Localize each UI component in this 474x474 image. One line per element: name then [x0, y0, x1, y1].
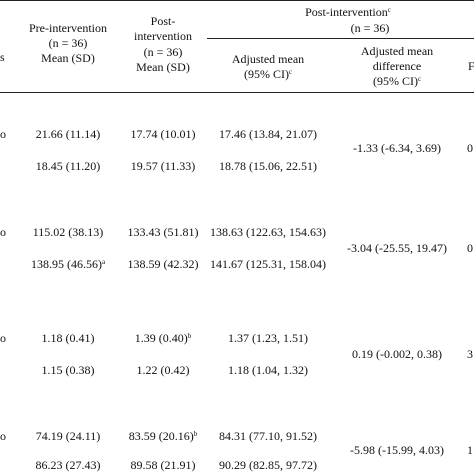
cell-post: 83.59 (20.16)b: [129, 429, 198, 443]
cell-value: 1.39 (0.40): [134, 331, 188, 345]
edge-cell: 0: [467, 141, 473, 155]
header-post-line1: Post-: [150, 14, 176, 28]
cell-adjusted-difference: 0.19 (-0.002, 0.38): [352, 347, 442, 361]
left-marker: o: [0, 127, 6, 141]
cell-pre: 138.95 (46.56)a: [31, 257, 105, 271]
footnote-marker: c: [417, 75, 422, 83]
header-pre-line1: Pre-intervention: [29, 21, 107, 35]
edge-cell: 3: [467, 347, 473, 361]
cell-pre: 74.19 (24.11): [36, 429, 101, 443]
header-edge-column: F: [468, 59, 474, 73]
cell-post: 17.74 (10.01): [131, 127, 196, 141]
header-post-line4: Mean (SD): [136, 60, 190, 74]
header-adjusted-diff-line2: difference: [372, 59, 422, 73]
cell-value: 86.23 (27.43): [35, 458, 101, 472]
cell-value: 74.19 (24.11): [35, 429, 101, 443]
cell-post: 1.22 (0.42): [137, 363, 190, 377]
cell-adjusted-mean: 18.78 (15.06, 22.51): [219, 159, 317, 173]
cell-value: 138.59 (42.32): [127, 257, 199, 271]
cell-value: 1.22 (0.42): [136, 363, 190, 377]
cell-pre: 1.15 (0.38): [42, 363, 95, 377]
header-adjusted-mean-ci: (95% CI): [243, 67, 289, 81]
cell-value: 133.43 (51.81): [127, 225, 199, 239]
cell-adjusted-mean: 84.31 (77.10, 91.52): [219, 429, 317, 443]
cell-adjusted-mean: 90.29 (82.85, 97.72): [219, 458, 317, 472]
left-marker: o: [0, 225, 6, 239]
top-rule: [0, 0, 474, 1]
footnote-marker: c: [387, 6, 391, 14]
cell-value: 19.57 (11.33): [130, 159, 196, 173]
header-adjusted-diff-ci: (95% CI): [372, 74, 418, 88]
cell-value: 115.02 (38.13): [32, 225, 104, 239]
cell-value: 89.58 (21.91): [130, 458, 196, 472]
cell-value: 17.74 (10.01): [130, 127, 196, 141]
cell-value: 18.45 (11.20): [35, 159, 101, 173]
group-rule: [207, 38, 474, 39]
cell-pre: 115.02 (38.13): [33, 225, 104, 239]
left-marker: o: [0, 429, 6, 443]
footnote-marker: b: [187, 332, 192, 340]
header-post-line2: intervention: [134, 29, 192, 43]
header-bottom-rule: [0, 92, 474, 93]
cell-value: 21.66 (11.14): [35, 127, 101, 141]
header-col0-fragment: s: [0, 50, 5, 64]
cell-post: 19.57 (11.33): [131, 159, 196, 173]
header-pre-line2: (n = 36): [48, 36, 88, 50]
cell-pre: 21.66 (11.14): [36, 127, 101, 141]
left-marker: o: [0, 331, 6, 345]
footnote-marker: a: [101, 258, 106, 266]
header-pre-line3: Mean (SD): [41, 51, 95, 65]
cell-post: 89.58 (21.91): [131, 458, 196, 472]
cell-value: 138.95 (46.56): [30, 257, 102, 271]
cell-adjusted-mean: 138.63 (122.63, 154.63): [210, 225, 326, 239]
header-adjusted-mean-line2: (95% CI)c: [244, 67, 292, 81]
cell-post: 138.59 (42.32): [128, 257, 199, 271]
cell-adjusted-mean: 1.18 (1.04, 1.32): [228, 363, 308, 377]
header-post-line3: (n = 36): [143, 45, 183, 59]
header-adjusted-diff-line3: (95% CI)c: [373, 74, 421, 88]
cell-pre: 18.45 (11.20): [36, 159, 101, 173]
footnote-marker: c: [288, 68, 293, 76]
cell-value: 83.59 (20.16): [128, 429, 194, 443]
header-post-group-title-text: Post-intervention: [305, 5, 388, 19]
header-post-group-n: (n = 36): [350, 21, 390, 35]
cell-post: 1.39 (0.40)b: [135, 331, 192, 345]
header-post-group-title: Post-interventionc: [305, 5, 391, 19]
edge-cell: 1: [467, 443, 473, 457]
cell-post: 133.43 (51.81): [128, 225, 199, 239]
cell-value: 1.15 (0.38): [41, 363, 95, 377]
header-adjusted-mean-line1: Adjusted mean: [231, 52, 305, 66]
cell-adjusted-difference: -1.33 (-6.34, 3.69): [353, 141, 441, 155]
footnote-marker: b: [193, 430, 198, 438]
cell-pre: 1.18 (0.41): [42, 331, 95, 345]
header-adjusted-diff-line1: Adjusted mean: [360, 44, 434, 58]
cell-value: 1.18 (0.41): [41, 331, 95, 345]
edge-cell: 0: [467, 241, 473, 255]
cell-adjusted-difference: -5.98 (-15.99, 4.03): [350, 443, 444, 457]
cell-adjusted-mean: 1.37 (1.23, 1.51): [228, 331, 308, 345]
cell-adjusted-mean: 141.67 (125.31, 158.04): [210, 257, 326, 271]
cell-adjusted-difference: -3.04 (-25.55, 19.47): [347, 241, 447, 255]
cell-adjusted-mean: 17.46 (13.84, 21.07): [219, 127, 317, 141]
cell-pre: 86.23 (27.43): [36, 458, 101, 472]
